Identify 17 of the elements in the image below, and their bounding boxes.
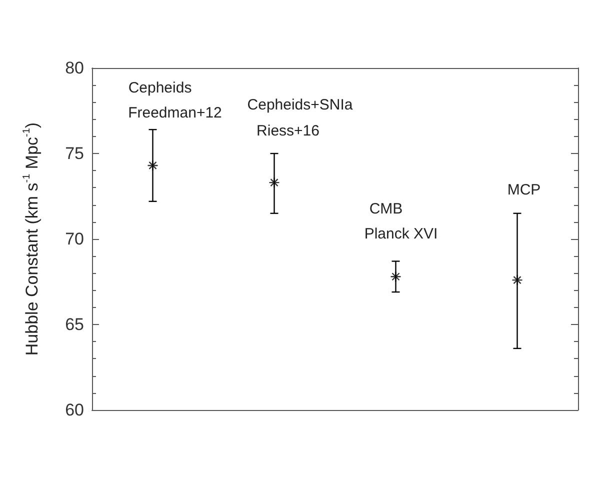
annotation: Cepheids bbox=[128, 80, 192, 96]
y-tick-label: 75 bbox=[65, 144, 84, 163]
annotation: CMB bbox=[369, 200, 403, 218]
y-tick-label: 60 bbox=[65, 400, 84, 420]
annotation: Planck XVI bbox=[364, 226, 438, 242]
annotation: Cepheids+SNIa bbox=[247, 96, 354, 114]
annotation: Riess+16 bbox=[256, 122, 320, 140]
annotation: Freedman+12 bbox=[128, 104, 222, 122]
point bbox=[268, 176, 280, 188]
y-tick-label: 70 bbox=[65, 230, 84, 248]
point bbox=[512, 274, 523, 286]
y-tick-label: 65 bbox=[65, 315, 84, 334]
y-axis-title: Hubble Constant (km s-1 Mpc-1) bbox=[22, 122, 42, 356]
point bbox=[390, 271, 402, 282]
annotation: MCP bbox=[507, 182, 541, 198]
point bbox=[147, 160, 158, 172]
y-tick-label: 80 bbox=[65, 58, 84, 78]
